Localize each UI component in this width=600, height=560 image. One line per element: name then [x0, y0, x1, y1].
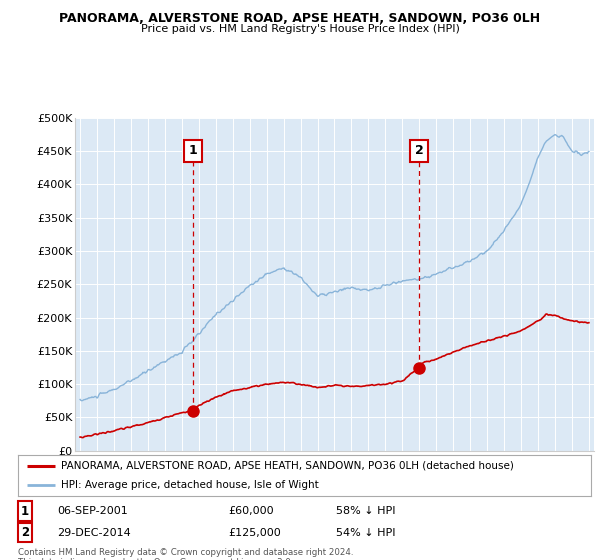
- Text: Price paid vs. HM Land Registry's House Price Index (HPI): Price paid vs. HM Land Registry's House …: [140, 24, 460, 34]
- Text: 2: 2: [415, 144, 424, 157]
- Text: £125,000: £125,000: [228, 528, 281, 538]
- Text: 58% ↓ HPI: 58% ↓ HPI: [336, 506, 395, 516]
- Text: £60,000: £60,000: [228, 506, 274, 516]
- Text: 1: 1: [189, 144, 197, 157]
- Text: 54% ↓ HPI: 54% ↓ HPI: [336, 528, 395, 538]
- Text: 1: 1: [21, 505, 29, 518]
- Text: HPI: Average price, detached house, Isle of Wight: HPI: Average price, detached house, Isle…: [61, 479, 319, 489]
- Text: 06-SEP-2001: 06-SEP-2001: [57, 506, 128, 516]
- Text: Contains HM Land Registry data © Crown copyright and database right 2024.
This d: Contains HM Land Registry data © Crown c…: [18, 548, 353, 560]
- Text: 2: 2: [21, 526, 29, 539]
- Text: 29-DEC-2014: 29-DEC-2014: [57, 528, 131, 538]
- Text: PANORAMA, ALVERSTONE ROAD, APSE HEATH, SANDOWN, PO36 0LH (detached house): PANORAMA, ALVERSTONE ROAD, APSE HEATH, S…: [61, 461, 514, 471]
- Text: PANORAMA, ALVERSTONE ROAD, APSE HEATH, SANDOWN, PO36 0LH: PANORAMA, ALVERSTONE ROAD, APSE HEATH, S…: [59, 12, 541, 25]
